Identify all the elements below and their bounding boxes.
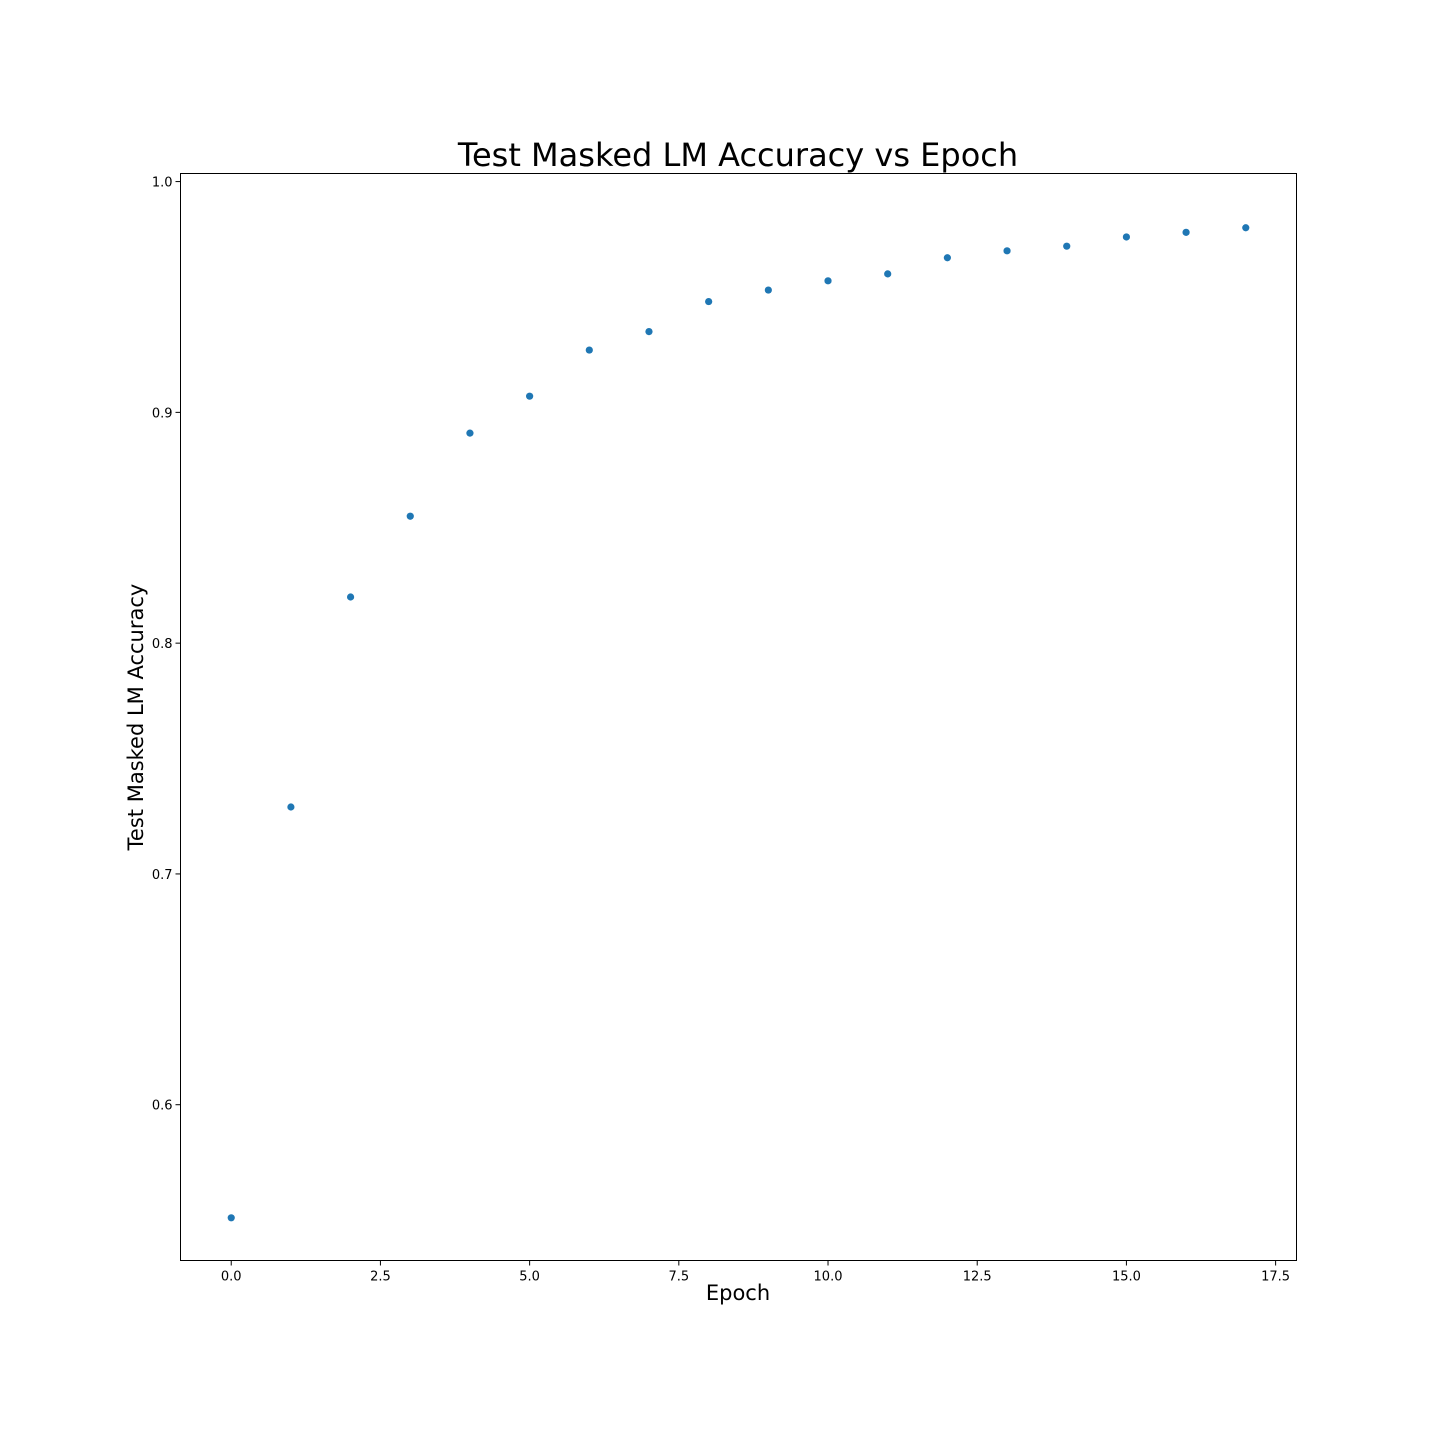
data-point <box>764 286 772 294</box>
x-tick-label: 10.0 <box>814 1270 843 1285</box>
y-tick-label: 0.8 <box>152 637 173 652</box>
x-tick-label: 2.5 <box>370 1270 391 1285</box>
data-point <box>227 1214 235 1222</box>
data-point <box>884 270 892 278</box>
data-point <box>943 254 951 262</box>
data-point <box>824 277 832 285</box>
data-point <box>645 327 653 336</box>
x-tick-label: 0.0 <box>221 1270 242 1285</box>
y-tick-label: 0.9 <box>152 406 173 421</box>
y-tick-label: 0.6 <box>152 1099 173 1114</box>
y-tick-label: 1.0 <box>152 176 173 191</box>
x-tick-label: 15.0 <box>1112 1270 1141 1285</box>
x-tick-label: 12.5 <box>963 1270 992 1285</box>
data-point <box>406 512 414 520</box>
x-axis: 0.0 2.5 5.0 7.5 10.0 12.5 15.0 17.5 <box>221 1260 1290 1285</box>
data-point <box>1003 247 1011 255</box>
data-point <box>466 429 474 437</box>
y-tick-label: 0.7 <box>152 868 173 883</box>
data-point <box>1182 228 1190 236</box>
x-axis-label: Epoch <box>706 1281 770 1305</box>
data-point <box>585 346 593 354</box>
y-axis: 0.6 0.7 0.8 0.9 1.0 <box>152 176 181 1114</box>
plot-frame <box>180 173 1297 1261</box>
data-point <box>1063 242 1071 250</box>
x-tick-label: 5.0 <box>519 1270 540 1285</box>
x-tick-label: 7.5 <box>668 1270 689 1285</box>
data-point <box>526 392 534 400</box>
data-point <box>287 803 295 811</box>
data-point <box>1242 224 1250 232</box>
x-tick-label: 17.5 <box>1261 1270 1290 1285</box>
data-point <box>705 297 713 306</box>
chart-title: Test Masked LM Accuracy vs Epoch <box>457 136 1018 174</box>
y-axis-label: Test Masked LM Accuracy <box>124 584 148 852</box>
data-point <box>346 593 355 601</box>
data-points <box>227 224 1250 1222</box>
data-point <box>1122 233 1131 241</box>
